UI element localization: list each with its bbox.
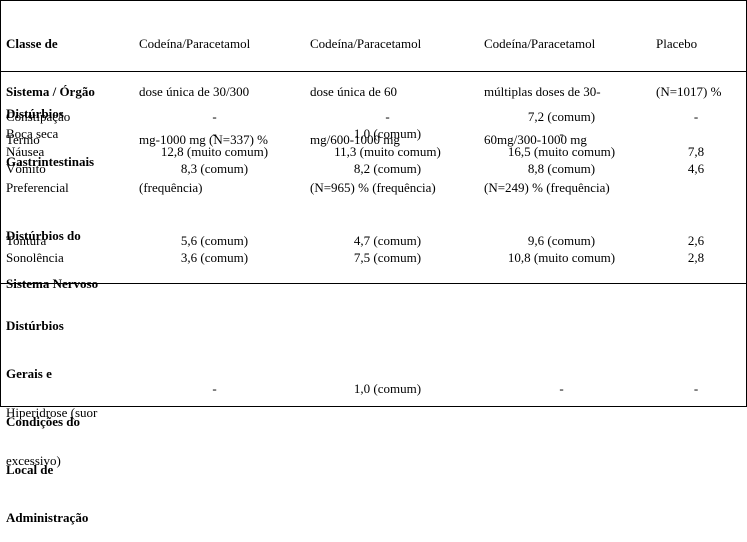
row-value: 8,2 (comum)	[353, 161, 422, 176]
row-value: 12,8 (muito comum)	[160, 144, 269, 159]
row-value: 4,6	[687, 161, 705, 176]
header-text: (N=249) % (frequência)	[484, 180, 610, 195]
header-text: Codeína/Paracetamol	[310, 36, 422, 51]
header-bottom-border	[0, 71, 747, 72]
header-text: múltiplas doses de 30-	[484, 84, 601, 99]
row-value: -	[559, 381, 564, 396]
row-term-line: excessivo)	[6, 453, 61, 468]
header-text: (N=1017) %	[656, 84, 722, 99]
header-text: Placebo	[656, 36, 698, 51]
row-value: -	[212, 109, 217, 124]
row-value: 4,7 (comum)	[353, 233, 422, 248]
header-col-60-600: Codeína/Paracetamol dose única de 60 mg/…	[310, 4, 436, 228]
header-col-class: Classe de Sistema / Órgão Termo Preferen…	[6, 4, 95, 228]
header-text: (frequência)	[139, 180, 203, 195]
header-text: dose única de 30/300	[139, 84, 250, 99]
row-value: 7,8	[687, 144, 705, 159]
row-term: Náusea	[6, 144, 45, 159]
row-value: -	[693, 109, 699, 124]
header-text: (N=965) % (frequência)	[310, 180, 436, 195]
row-value: 3,6 (comum)	[180, 250, 249, 265]
section-title-nervous-system: Distúrbios do Sistema Nervoso	[6, 196, 98, 308]
row-value: 16,5 (muito comum)	[507, 144, 616, 159]
section-title-line: Distúrbios	[6, 318, 64, 333]
section-title-line: Distúrbios	[6, 106, 64, 121]
header-text: Sistema / Órgão	[6, 84, 95, 99]
row-value: 10,8 (muito comum)	[507, 250, 616, 265]
section-title-line: Gerais e	[6, 366, 52, 381]
header-text: 60mg/300-1000 mg	[484, 132, 587, 147]
header-text: Termo	[6, 132, 40, 147]
row-value: 8,3 (comum)	[180, 161, 249, 176]
section-divider	[0, 283, 747, 284]
row-term: Hiperidrose (suor excessivo)	[6, 373, 97, 501]
row-value: 2,6	[687, 233, 705, 248]
row-value: -	[693, 381, 699, 396]
row-value: 8,8 (comum)	[527, 161, 596, 176]
table-left-border	[0, 0, 1, 407]
section-title-line: Distúrbios do	[6, 228, 81, 243]
row-value: -	[559, 126, 564, 141]
row-value: 2,8	[687, 250, 705, 265]
header-text: Classe de	[6, 36, 58, 51]
table-top-border	[0, 0, 747, 1]
header-text: mg-1000 mg (N=337) %	[139, 132, 269, 147]
section-title-line: Administração	[6, 510, 89, 525]
header-col-placebo: Placebo (N=1017) %	[656, 4, 721, 132]
row-value: 9,6 (comum)	[527, 233, 596, 248]
row-term: Sonolência	[6, 250, 64, 265]
row-value: 7,2 (comum)	[527, 109, 596, 124]
row-value: -	[212, 381, 217, 396]
row-value: 1,0 (comum)	[353, 126, 422, 141]
row-term-line: Hiperidrose (suor	[6, 405, 98, 420]
section-title-line: Sistema Nervoso	[6, 276, 99, 291]
header-text: mg/600-1000 mg	[310, 132, 400, 147]
row-term: Boca seca	[6, 126, 59, 141]
row-value: 1,0 (comum)	[353, 381, 422, 396]
header-text: Codeína/Paracetamol	[484, 36, 596, 51]
header-col-30-300: Codeína/Paracetamol dose única de 30/300…	[139, 4, 268, 228]
header-text: Codeína/Paracetamol	[139, 36, 251, 51]
row-value: -	[212, 126, 217, 141]
row-term: Tontura	[6, 233, 47, 248]
header-text: dose única de 60	[310, 84, 398, 99]
row-value: 11,3 (muito comum)	[334, 144, 441, 159]
section-title-line: Gastrintestinais	[6, 154, 95, 169]
row-value: 7,5 (comum)	[353, 250, 422, 265]
row-value: 5,6 (comum)	[180, 233, 249, 248]
row-term: Vômito	[6, 161, 46, 176]
section-title-gastrointestinal: Distúrbios Gastrintestinais	[6, 74, 94, 186]
row-term: Constipação	[6, 109, 71, 124]
header-col-multiple: Codeína/Paracetamol múltiplas doses de 3…	[484, 4, 610, 228]
row-value: -	[385, 109, 390, 124]
header-text: Preferencial	[6, 180, 69, 195]
